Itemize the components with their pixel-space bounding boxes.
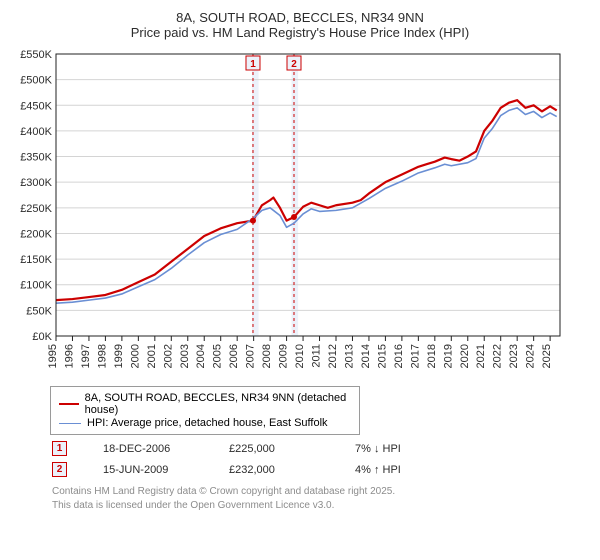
svg-text:2006: 2006 — [228, 344, 240, 368]
svg-text:2005: 2005 — [212, 344, 224, 368]
svg-text:£100K: £100K — [20, 280, 52, 292]
attribution: Contains HM Land Registry data © Crown c… — [52, 485, 590, 512]
legend: 8A, SOUTH ROAD, BECCLES, NR34 9NN (detac… — [50, 386, 360, 435]
svg-text:£300K: £300K — [20, 177, 52, 189]
svg-text:2023: 2023 — [508, 344, 520, 368]
attribution-line-1: Contains HM Land Registry data © Crown c… — [52, 485, 590, 499]
svg-text:2017: 2017 — [409, 344, 421, 368]
title-line-1: 8A, SOUTH ROAD, BECCLES, NR34 9NN — [10, 10, 590, 25]
sale-marker-badge: 1 — [52, 441, 67, 456]
svg-text:2016: 2016 — [393, 344, 405, 368]
line-chart-svg: £0K £50K £100K £150K £200K £250K £300K £350K £40… — [10, 48, 570, 378]
title-line-2: Price paid vs. HM Land Registry's House … — [10, 25, 590, 40]
svg-text:2018: 2018 — [426, 344, 438, 368]
sale-row: 2 15-JUN-2009 £232,000 4% ↑ HPI — [52, 462, 590, 477]
legend-swatch — [59, 403, 79, 405]
svg-text:2021: 2021 — [475, 344, 487, 368]
sale-row: 1 18-DEC-2006 £225,000 7% ↓ HPI — [52, 441, 590, 456]
svg-text:1995: 1995 — [47, 344, 59, 368]
svg-text:2014: 2014 — [360, 344, 372, 368]
svg-text:2022: 2022 — [492, 344, 504, 368]
legend-row: HPI: Average price, detached house, East… — [59, 417, 351, 429]
svg-text:£50K: £50K — [26, 305, 52, 317]
svg-text:2000: 2000 — [129, 344, 141, 368]
svg-text:2010: 2010 — [294, 344, 306, 368]
legend-swatch — [59, 423, 81, 424]
svg-text:1999: 1999 — [113, 344, 125, 368]
legend-row: 8A, SOUTH ROAD, BECCLES, NR34 9NN (detac… — [59, 392, 351, 416]
svg-text:1998: 1998 — [96, 344, 108, 368]
svg-text:2001: 2001 — [146, 344, 158, 368]
sale-date: 15-JUN-2009 — [103, 464, 193, 476]
svg-text:2013: 2013 — [343, 344, 355, 368]
svg-text:2007: 2007 — [245, 344, 257, 368]
svg-text:1996: 1996 — [63, 344, 75, 368]
chart-title-block: 8A, SOUTH ROAD, BECCLES, NR34 9NN Price … — [10, 10, 590, 40]
svg-text:2020: 2020 — [459, 344, 471, 368]
sales-table: 1 18-DEC-2006 £225,000 7% ↓ HPI 2 15-JUN-2009… — [10, 441, 590, 477]
chart-area: £0K £50K £100K £150K £200K £250K £300K £350K £40… — [10, 48, 570, 378]
svg-text:£250K: £250K — [20, 203, 52, 215]
svg-text:2025: 2025 — [541, 344, 553, 368]
svg-text:2008: 2008 — [261, 344, 273, 368]
svg-text:£550K: £550K — [20, 49, 52, 61]
svg-text:2019: 2019 — [442, 344, 454, 368]
svg-text:2011: 2011 — [311, 344, 323, 368]
svg-text:2012: 2012 — [327, 344, 339, 368]
svg-text:2: 2 — [291, 59, 297, 70]
svg-text:2002: 2002 — [162, 344, 174, 368]
svg-text:£0K: £0K — [32, 331, 52, 343]
svg-text:2003: 2003 — [179, 344, 191, 368]
svg-text:2015: 2015 — [376, 344, 388, 368]
svg-text:£500K: £500K — [20, 75, 52, 87]
legend-label: 8A, SOUTH ROAD, BECCLES, NR34 9NN (detac… — [85, 392, 351, 416]
svg-text:£400K: £400K — [20, 126, 52, 138]
attribution-line-2: This data is licensed under the Open Gov… — [52, 499, 590, 513]
svg-text:£150K: £150K — [20, 254, 52, 266]
sale-price: £232,000 — [229, 464, 319, 476]
sale-price: £225,000 — [229, 443, 319, 455]
svg-text:£200K: £200K — [20, 228, 52, 240]
svg-text:1: 1 — [250, 59, 256, 70]
svg-text:£350K: £350K — [20, 152, 52, 164]
legend-label: HPI: Average price, detached house, East… — [87, 417, 328, 429]
svg-text:1997: 1997 — [80, 344, 92, 368]
sale-date: 18-DEC-2006 — [103, 443, 193, 455]
svg-text:£450K: £450K — [20, 100, 52, 112]
sale-marker-badge: 2 — [52, 462, 67, 477]
svg-text:2009: 2009 — [278, 344, 290, 368]
svg-text:2024: 2024 — [525, 344, 537, 368]
sale-hpi-delta: 4% ↑ HPI — [355, 464, 445, 476]
svg-text:2004: 2004 — [195, 344, 207, 368]
sale-hpi-delta: 7% ↓ HPI — [355, 443, 445, 455]
